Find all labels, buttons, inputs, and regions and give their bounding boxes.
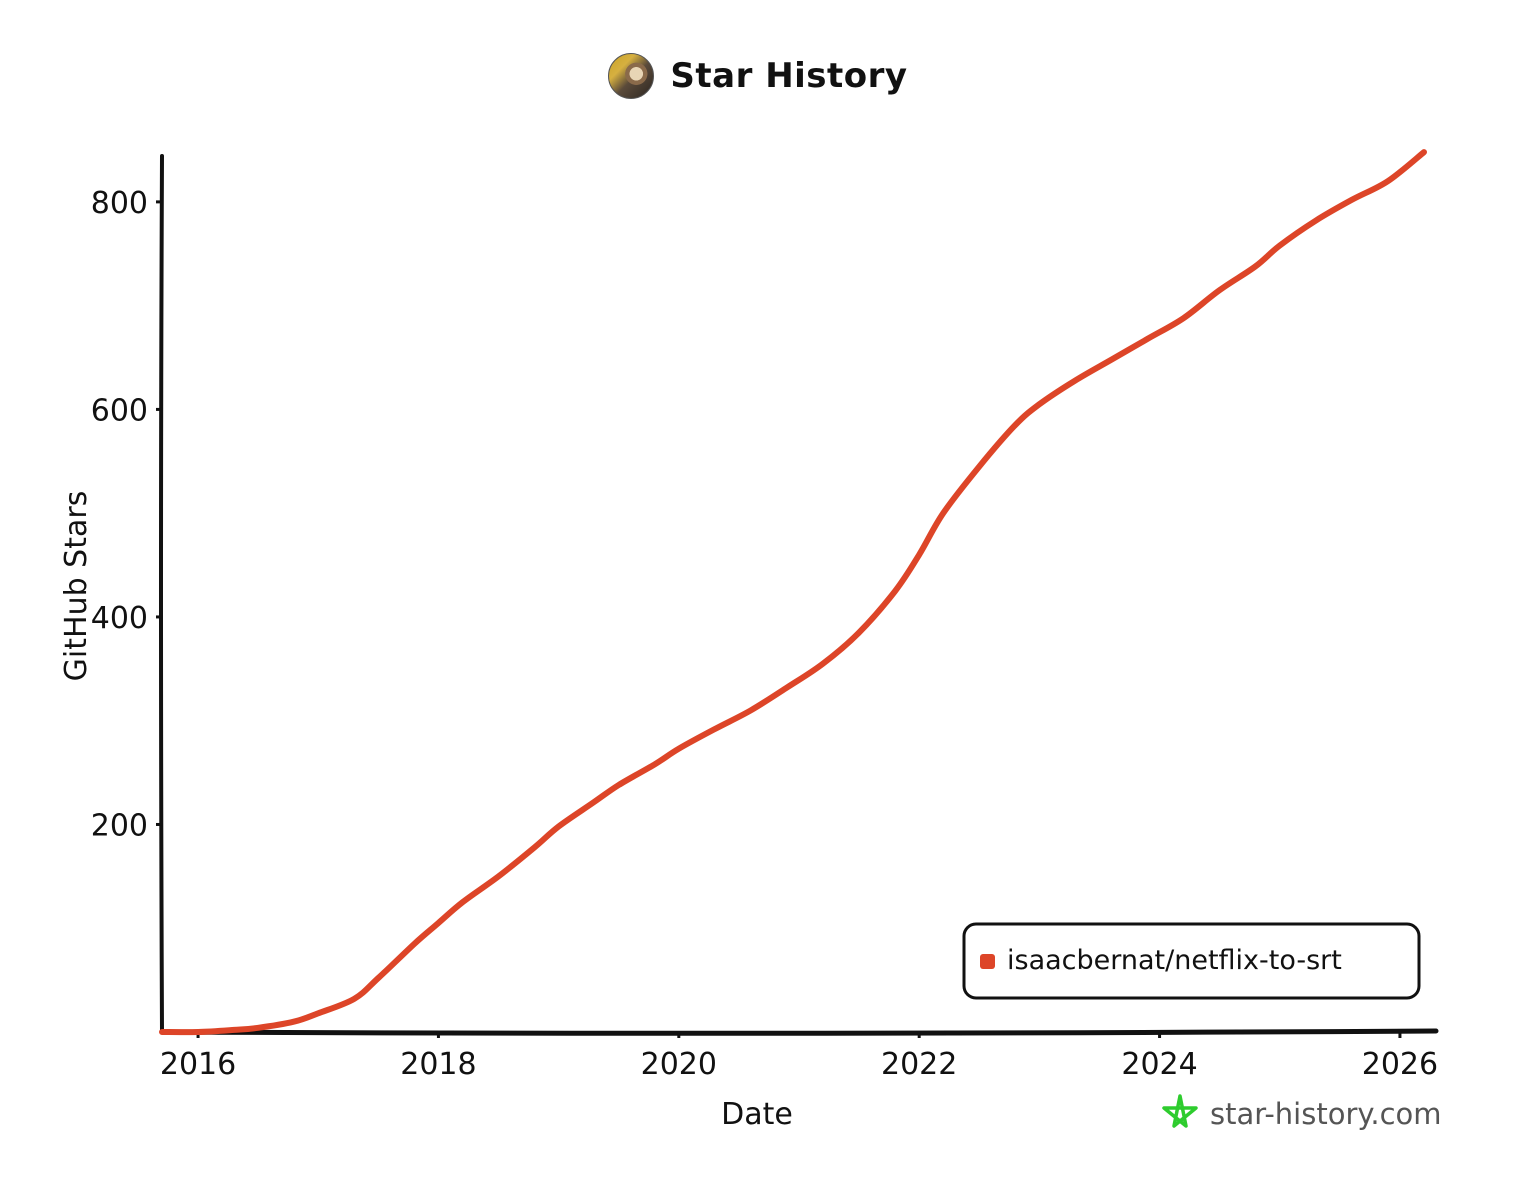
legend-swatch (980, 954, 995, 969)
star-logo-icon (1162, 1094, 1198, 1128)
x-tick-label: 2018 (400, 1047, 476, 1082)
series-line-0 (159, 149, 1427, 1036)
x-tick-label: 2022 (881, 1047, 957, 1082)
chart-title: Star History (670, 56, 908, 96)
y-tick-label: 600 (91, 393, 148, 428)
x-tick-label: 2016 (160, 1047, 236, 1082)
y-tick-label: 400 (91, 601, 148, 636)
x-tick-label: 2020 (641, 1047, 717, 1082)
y-axis-ticks: 200 400 600 800 (91, 186, 162, 843)
y-axis-title: GitHub Stars (59, 491, 94, 682)
chart-legend: isaacbernat/netflix-to-srt (962, 922, 1421, 1000)
x-axis-ticks: 2016 2018 2020 2022 2024 2026 (160, 1032, 1438, 1082)
x-axis-line (159, 1028, 1439, 1036)
y-axis-line (159, 154, 164, 1034)
watermark: star-history.com (1160, 1092, 1442, 1136)
chart-axes (159, 154, 1439, 1036)
y-tick-label: 200 (91, 808, 148, 843)
series-layer (159, 149, 1427, 1036)
watermark-text: star-history.com (1210, 1097, 1442, 1131)
owner-avatar (608, 53, 655, 99)
x-tick-label: 2026 (1362, 1047, 1438, 1082)
legend-label: isaacbernat/netflix-to-srt (1007, 945, 1342, 976)
chart-header: Star History (0, 44, 1516, 108)
legend-box (962, 922, 1421, 1000)
x-axis-title: Date (721, 1097, 793, 1132)
y-tick-label: 800 (91, 186, 148, 221)
x-tick-label: 2024 (1121, 1047, 1197, 1082)
